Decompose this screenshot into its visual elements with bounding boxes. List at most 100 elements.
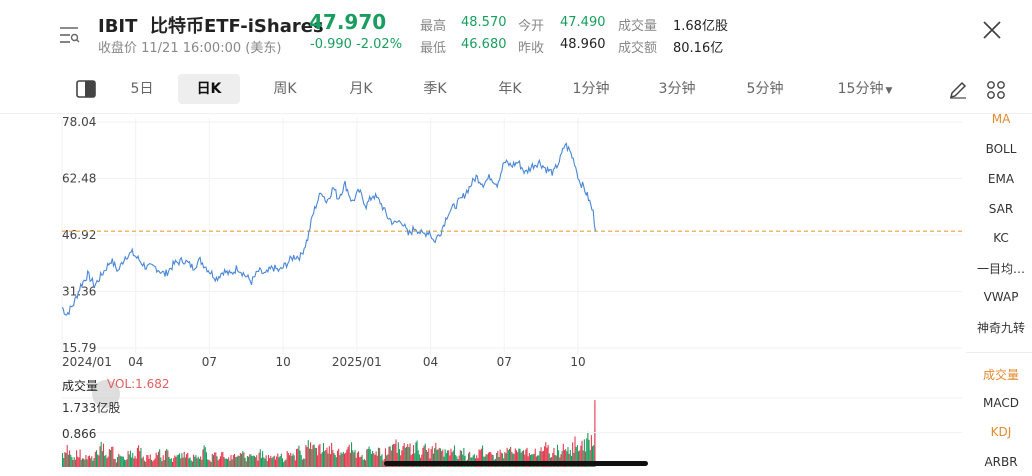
volume-bar bbox=[155, 452, 157, 467]
stat-label-high: 最高 bbox=[420, 19, 447, 34]
volume-bar bbox=[243, 452, 245, 467]
volume-bar bbox=[321, 452, 323, 467]
tab-day-k[interactable]: 日K bbox=[178, 74, 240, 104]
volume-bar bbox=[106, 458, 108, 467]
indicator-vwap[interactable]: VWAP bbox=[983, 290, 1019, 304]
volume-bar bbox=[168, 456, 170, 467]
volume-bar bbox=[65, 452, 67, 467]
volume-bar bbox=[534, 448, 536, 467]
volume-bar bbox=[260, 457, 262, 467]
tab-5day[interactable]: 5日 bbox=[130, 81, 154, 97]
volume-bar bbox=[111, 446, 113, 467]
volume-bar bbox=[252, 455, 254, 467]
volume-bar bbox=[173, 458, 175, 467]
x-tick-label: 2025/01 bbox=[332, 355, 382, 369]
volume-bar bbox=[366, 449, 368, 467]
indicator-arbr[interactable]: ARBR bbox=[984, 455, 1018, 469]
indicator-td-sequential[interactable]: 神奇九转 bbox=[976, 321, 1025, 335]
indicator-ichimoku[interactable]: 一目均… bbox=[976, 262, 1025, 276]
volume-bar bbox=[88, 455, 91, 467]
volume-bar bbox=[345, 452, 347, 467]
volume-bar bbox=[441, 451, 443, 467]
volume-bar bbox=[134, 456, 136, 467]
volume-bar bbox=[140, 448, 142, 467]
volume-bar bbox=[532, 454, 534, 467]
volume-mid-label: 0.866 bbox=[62, 427, 97, 441]
volume-bar bbox=[394, 443, 396, 467]
indicator-sar[interactable]: SAR bbox=[988, 202, 1014, 216]
volume-bar bbox=[327, 453, 329, 467]
indicator-ema[interactable]: EMA bbox=[987, 172, 1015, 186]
close-icon[interactable] bbox=[980, 18, 1004, 42]
volume-bar bbox=[342, 451, 344, 467]
divider bbox=[0, 113, 1032, 114]
y-tick-label: 78.04 bbox=[62, 115, 96, 129]
stock-symbol: IBIT bbox=[98, 16, 138, 37]
volume-bar bbox=[338, 448, 340, 467]
volume-bar bbox=[73, 457, 75, 467]
period-tab-bar: 5日 日K 周K 月K 季K 年K 1分钟 3分钟 5分钟 15分钟 ▼ bbox=[0, 74, 1032, 106]
layout-toggle-icon[interactable] bbox=[76, 80, 96, 98]
tab-year-k[interactable]: 年K bbox=[498, 81, 522, 97]
stat-label-low: 最低 bbox=[420, 41, 447, 56]
volume-bar bbox=[141, 458, 143, 467]
volume-bar bbox=[587, 431, 589, 467]
volume-bar bbox=[182, 457, 184, 467]
volume-bar bbox=[303, 458, 305, 467]
volume-bar bbox=[437, 449, 439, 467]
indicator-boll[interactable]: BOLL bbox=[985, 142, 1017, 156]
volume-bar bbox=[146, 455, 148, 467]
volume-bar bbox=[496, 453, 498, 467]
volume-bar bbox=[288, 455, 291, 467]
tab-5min[interactable]: 5分钟 bbox=[746, 81, 784, 97]
menu-icon[interactable] bbox=[58, 26, 80, 44]
pencil-icon[interactable] bbox=[948, 80, 968, 100]
volume-bar bbox=[497, 451, 499, 467]
volume-bar bbox=[269, 458, 271, 467]
volume-bar bbox=[242, 451, 244, 467]
tab-1min[interactable]: 1分钟 bbox=[572, 81, 610, 97]
price-change: -0.990 -2.02% bbox=[310, 37, 402, 52]
volume-bar bbox=[139, 451, 141, 467]
volume-bar bbox=[404, 447, 406, 467]
volume-bar bbox=[526, 447, 528, 467]
volume-bar bbox=[558, 450, 560, 467]
volume-bar bbox=[340, 452, 342, 467]
volume-bar bbox=[71, 457, 73, 467]
volume-bar bbox=[163, 459, 165, 467]
volume-bar bbox=[575, 447, 577, 467]
tab-3min[interactable]: 3分钟 bbox=[658, 81, 696, 97]
volume-bar bbox=[361, 455, 363, 467]
volume-bar bbox=[401, 450, 403, 467]
volume-bar bbox=[202, 449, 204, 467]
volume-bars bbox=[62, 400, 596, 467]
volume-bar bbox=[259, 449, 261, 467]
tab-15min[interactable]: 15分钟 ▼ bbox=[830, 74, 900, 104]
volume-bar bbox=[514, 448, 516, 467]
indicator-volume[interactable]: 成交量 bbox=[982, 368, 1019, 382]
volume-bar bbox=[113, 459, 115, 467]
volume-bar bbox=[421, 454, 423, 467]
volume-bar bbox=[445, 453, 447, 467]
volume-bar bbox=[594, 400, 596, 467]
volume-bar bbox=[518, 448, 520, 467]
volume-bar bbox=[436, 449, 438, 467]
volume-bar bbox=[114, 458, 116, 467]
indicator-macd[interactable]: MACD bbox=[983, 396, 1019, 410]
tab-quarter-k[interactable]: 季K bbox=[423, 81, 447, 97]
volume-bar bbox=[507, 450, 509, 467]
tab-month-k[interactable]: 月K bbox=[349, 81, 373, 97]
volume-bar bbox=[478, 449, 480, 467]
volume-bar bbox=[126, 459, 128, 467]
volume-bar bbox=[435, 442, 437, 467]
volume-bar bbox=[356, 452, 358, 467]
grid-icon[interactable] bbox=[986, 80, 1006, 100]
indicator-kc[interactable]: KC bbox=[993, 231, 1009, 245]
volume-bar bbox=[589, 450, 591, 467]
tab-week-k[interactable]: 周K bbox=[273, 81, 297, 97]
volume-bar bbox=[239, 453, 241, 467]
volume-grid bbox=[62, 397, 962, 433]
indicator-kdj[interactable]: KDJ bbox=[990, 425, 1012, 439]
indicator-ma[interactable]: MA bbox=[991, 112, 1011, 126]
